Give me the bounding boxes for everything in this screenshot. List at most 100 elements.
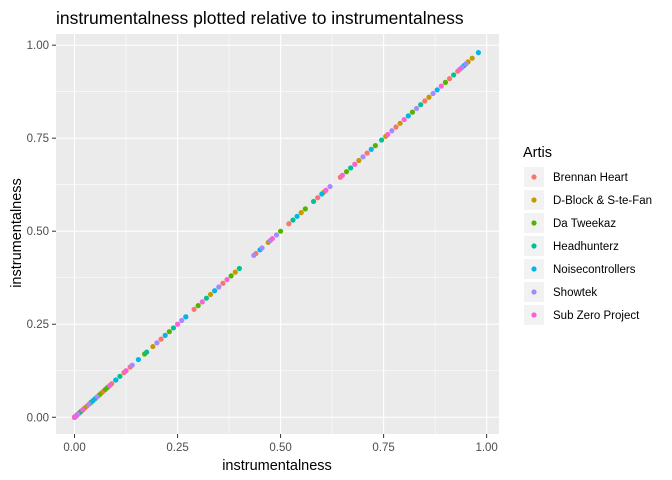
data-points xyxy=(71,50,481,420)
data-point xyxy=(224,276,230,283)
data-point xyxy=(162,332,168,338)
data-point xyxy=(80,407,86,413)
data-point xyxy=(123,368,129,374)
legend-items: Brennan Heart D-Block & S-te-Fan Da Tweeka… xyxy=(524,167,652,325)
data-point xyxy=(273,232,280,238)
data-point xyxy=(368,146,374,152)
data-point xyxy=(294,213,300,219)
data-point xyxy=(117,373,123,379)
data-point xyxy=(469,55,475,61)
data-point xyxy=(446,76,453,82)
data-point xyxy=(212,288,218,294)
data-point xyxy=(113,377,119,383)
data-point xyxy=(389,128,395,134)
data-point xyxy=(170,325,177,331)
data-point xyxy=(302,206,308,212)
data-point xyxy=(129,362,135,368)
data-point xyxy=(385,131,391,138)
data-point xyxy=(426,94,432,100)
data-point xyxy=(319,191,325,197)
series-sub-zero-project xyxy=(71,66,463,420)
legend-label: Brennan Heart xyxy=(553,172,629,184)
legend-marker xyxy=(531,197,537,203)
data-point xyxy=(422,98,428,104)
data-point xyxy=(413,105,420,112)
data-point xyxy=(183,314,189,320)
legend-label: Headhunterz xyxy=(553,241,619,253)
data-point xyxy=(310,198,317,205)
data-point xyxy=(259,245,265,251)
x-axis: 0.00 0.25 0.50 0.75 1.00 xyxy=(63,434,498,454)
data-point xyxy=(327,183,333,190)
y-tick-label: 1.00 xyxy=(27,40,49,52)
legend-marker xyxy=(531,220,537,226)
data-point xyxy=(372,143,378,149)
data-point xyxy=(343,169,350,175)
legend-label: Noisecontrollers xyxy=(553,264,636,276)
data-point xyxy=(251,252,257,258)
data-point xyxy=(348,165,354,171)
data-point xyxy=(401,116,407,123)
data-point xyxy=(232,269,238,275)
data-point xyxy=(144,349,150,355)
data-point xyxy=(191,306,197,312)
legend-label: D-Block & S-te-Fan xyxy=(553,195,652,207)
data-point xyxy=(378,137,385,143)
x-tick-label: 0.75 xyxy=(372,442,394,454)
data-point xyxy=(73,413,79,419)
major-grid xyxy=(56,34,499,434)
data-point xyxy=(438,83,444,89)
data-point xyxy=(405,113,411,119)
y-axis-title: instrumentalness xyxy=(9,178,25,288)
data-point xyxy=(199,299,205,305)
data-point xyxy=(94,394,100,400)
data-point xyxy=(203,295,210,301)
minor-grid xyxy=(56,34,499,434)
data-point xyxy=(298,210,304,216)
data-point xyxy=(451,72,457,78)
data-point xyxy=(418,102,424,108)
data-point xyxy=(228,273,234,279)
x-tick-label: 1.00 xyxy=(475,442,497,454)
legend: Artis Brennan Heart D-Block & S-te-Fan Da … xyxy=(523,145,652,325)
data-point xyxy=(393,124,399,130)
data-point xyxy=(174,321,181,327)
data-point xyxy=(364,150,370,156)
y-tick-label: 0.50 xyxy=(27,226,49,238)
legend-marker xyxy=(531,312,537,318)
y-tick-label: 0.00 xyxy=(27,412,49,424)
data-point xyxy=(150,343,156,350)
data-point xyxy=(434,87,440,93)
y-axis: 0.00 0.25 0.50 0.75 1.00 xyxy=(27,40,56,424)
legend-label: Da Tweekaz xyxy=(553,218,616,230)
data-point xyxy=(179,317,185,324)
data-point xyxy=(352,161,358,167)
data-point xyxy=(457,66,463,72)
legend-marker xyxy=(531,243,537,249)
y-tick-label: 0.25 xyxy=(27,319,49,331)
data-point xyxy=(323,187,329,193)
data-point xyxy=(269,236,275,242)
x-tick-label: 0.50 xyxy=(269,442,291,454)
legend-title: Artis xyxy=(523,145,552,161)
data-point xyxy=(463,61,469,67)
data-point xyxy=(236,265,242,272)
data-point xyxy=(430,90,436,97)
legend-label: Sub Zero Project xyxy=(553,310,640,322)
data-point xyxy=(106,383,113,389)
legend-label: Showtek xyxy=(553,287,597,299)
data-point xyxy=(286,221,292,227)
data-point xyxy=(356,157,362,164)
data-point xyxy=(207,291,214,298)
data-point xyxy=(475,50,481,56)
data-point xyxy=(90,397,96,404)
data-point xyxy=(158,336,164,342)
data-point xyxy=(397,120,403,126)
data-point xyxy=(290,217,296,223)
data-point xyxy=(86,401,92,407)
data-point xyxy=(315,195,321,201)
data-point xyxy=(195,303,201,309)
chart-title: instrumentalness plotted relative to ins… xyxy=(56,8,464,28)
data-point xyxy=(135,356,142,363)
